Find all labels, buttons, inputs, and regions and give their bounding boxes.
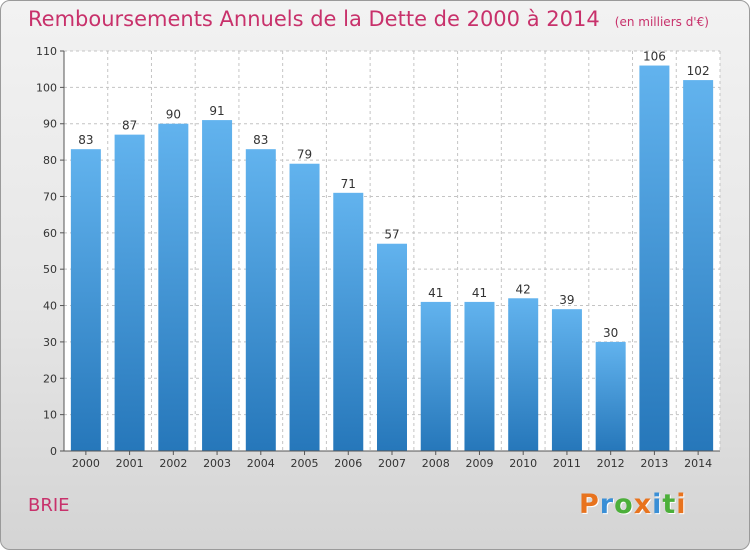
logo-letter: P	[579, 489, 600, 520]
x-tick-label: 2013	[640, 457, 668, 470]
x-tick-label: 2004	[247, 457, 275, 470]
chart-title: Remboursements Annuels de la Dette de 20…	[28, 7, 709, 31]
x-tick-label: 2007	[378, 457, 406, 470]
bar-2000	[70, 149, 101, 451]
data-label: 83	[253, 133, 268, 147]
x-tick-label: 2010	[509, 457, 537, 470]
logo-letter: r	[599, 489, 615, 520]
bar-2014	[683, 80, 714, 451]
y-tick-label: 110	[36, 45, 57, 58]
y-tick-label: 40	[43, 300, 57, 313]
logo-letter: x	[633, 489, 653, 520]
data-label: 41	[428, 286, 443, 300]
logo-letter: o	[614, 489, 634, 520]
data-label: 41	[472, 286, 487, 300]
bar-2007	[377, 243, 407, 451]
x-tick-label: 2011	[553, 457, 581, 470]
data-label: 106	[643, 50, 666, 64]
data-label: 79	[297, 148, 312, 162]
data-label: 30	[603, 326, 618, 340]
bar-2006	[333, 192, 364, 451]
proxiti-logo: Proxiti	[579, 489, 687, 520]
title-text: Remboursements Annuels de la Dette de 20…	[28, 7, 600, 31]
data-label: 83	[78, 133, 93, 147]
bar-2003	[202, 120, 233, 451]
y-tick-label: 50	[43, 263, 57, 276]
y-tick-label: 80	[43, 154, 57, 167]
bar-2005	[289, 163, 320, 451]
data-label: 42	[516, 282, 531, 296]
x-tick-label: 2012	[597, 457, 625, 470]
y-tick-label: 10	[43, 409, 57, 422]
y-tick-label: 0	[50, 445, 57, 458]
bar-2012	[595, 341, 626, 451]
x-tick-label: 2001	[116, 457, 144, 470]
x-tick-label: 2006	[334, 457, 362, 470]
x-tick-label: 2005	[291, 457, 319, 470]
bar-2011	[551, 309, 582, 451]
bar-2008	[420, 301, 451, 451]
y-tick-label: 90	[43, 118, 57, 131]
bar-2013	[639, 65, 670, 451]
logo-letter: t	[662, 489, 677, 520]
data-label: 91	[209, 104, 224, 118]
bar-2001	[114, 134, 145, 452]
bar-2002	[158, 123, 189, 452]
bar-2010	[508, 298, 539, 451]
x-tick-label: 2002	[159, 457, 187, 470]
data-label: 57	[384, 228, 399, 242]
y-tick-label: 30	[43, 336, 57, 349]
y-tick-label: 20	[43, 372, 57, 385]
bar-2009	[464, 301, 495, 451]
data-label: 90	[166, 108, 181, 122]
x-tick-label: 2003	[203, 457, 231, 470]
x-tick-label: 2009	[465, 457, 493, 470]
y-tick-label: 70	[43, 190, 57, 203]
data-label: 102	[687, 64, 710, 78]
logo-letter: i	[652, 489, 663, 520]
y-tick-label: 100	[36, 81, 57, 94]
logo-letter: i	[676, 489, 687, 520]
data-label: 87	[122, 119, 137, 133]
data-label: 39	[559, 293, 574, 307]
y-tick-label: 60	[43, 227, 57, 240]
bar-2004	[245, 149, 276, 451]
data-label: 71	[341, 177, 356, 191]
unit-note: (en milliers d'€)	[614, 15, 709, 29]
location-label: BRIE	[28, 495, 70, 516]
x-tick-label: 2000	[72, 457, 100, 470]
x-tick-label: 2008	[422, 457, 450, 470]
x-tick-label: 2014	[684, 457, 712, 470]
